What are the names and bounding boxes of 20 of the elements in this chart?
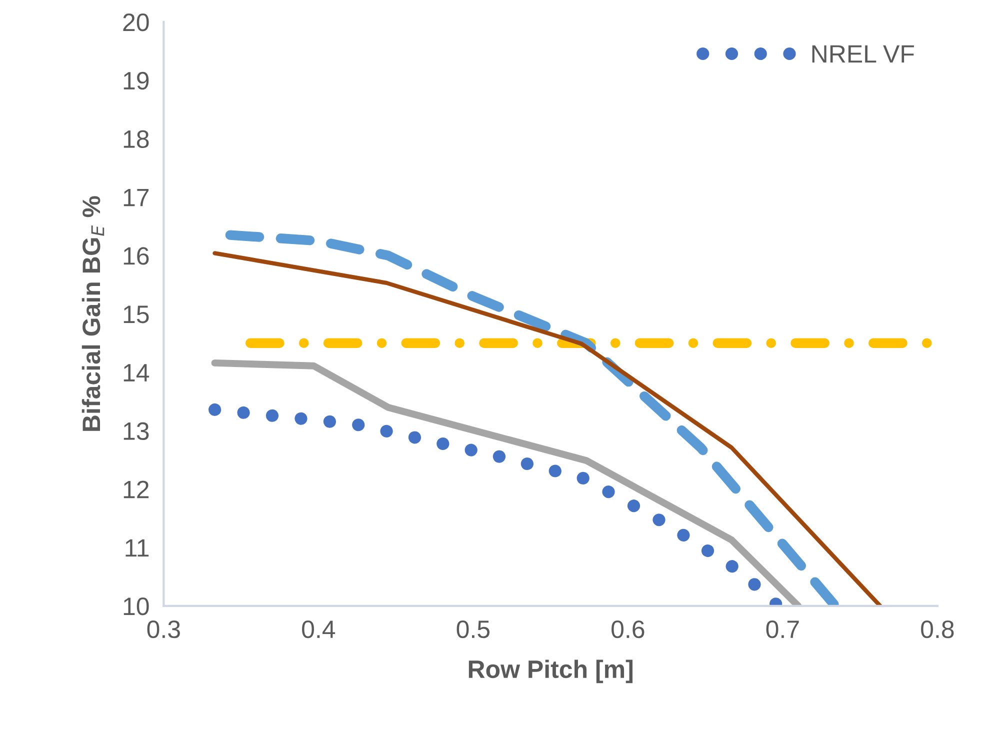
y-tick-label: 17 (124, 188, 149, 206)
y-tick-label: 12 (124, 480, 149, 498)
x-tick-label: 0.3 (147, 620, 180, 638)
x-tick-label: 0.5 (456, 620, 490, 638)
y-tick-label: 16 (124, 247, 149, 265)
y-tick-label: 10 (124, 598, 149, 616)
legend-label: NREL VF (812, 45, 914, 63)
y-tick-label: 15 (124, 306, 149, 324)
y-tick-label: 14 (124, 364, 150, 382)
y-tick-label: 11 (126, 539, 149, 557)
y-tick-label: 18 (124, 130, 149, 148)
x-tick-label: 0.6 (612, 620, 644, 638)
y-tick-label: 19 (124, 72, 149, 90)
y-axis-title: Bifacial Gain BG$_{E}$ % (82, 196, 104, 431)
x-axis-title: Row Pitch [m] (468, 660, 632, 684)
x-tick-label: 0.7 (766, 620, 799, 638)
y-tick-label: 13 (124, 422, 149, 440)
y-tick-label: 20 (123, 14, 149, 32)
x-tick-label: 0.4 (302, 620, 336, 638)
x-tick-label: 0.8 (921, 620, 954, 638)
